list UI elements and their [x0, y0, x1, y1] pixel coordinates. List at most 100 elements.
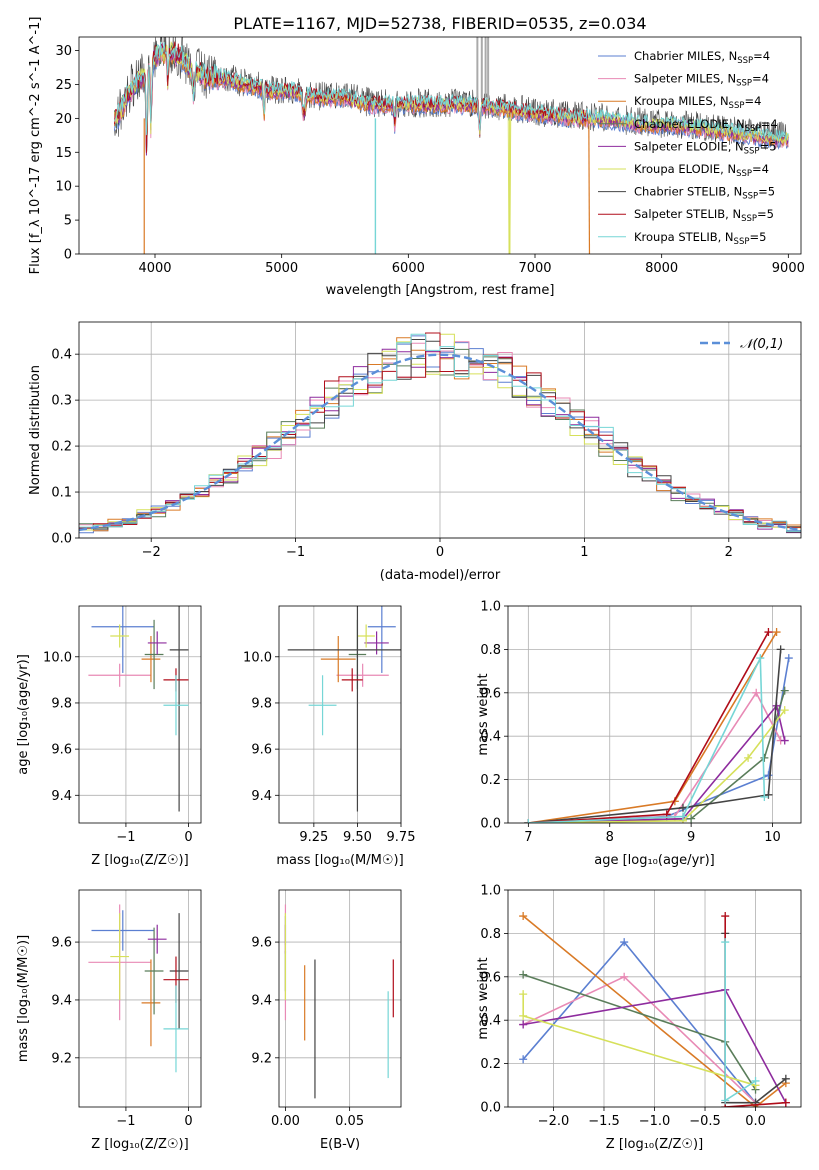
massweight-line-6	[528, 649, 782, 823]
legend-entry: Kroupa STELIB, NSSP=5	[634, 230, 766, 247]
ytick-label: 0.2	[51, 440, 72, 455]
ytick-label: 0.6	[480, 970, 501, 985]
massweight-marker	[764, 790, 773, 799]
xtick-label: 0	[184, 830, 192, 845]
ytick-label: 0.4	[480, 730, 501, 745]
massweight-line-2	[522, 915, 787, 1107]
massweight-marker	[751, 1076, 760, 1085]
massweight-marker	[524, 819, 533, 823]
massweight-line-4	[528, 704, 786, 823]
legend-entry: Chabrier ELODIE, NSSP=4	[634, 117, 778, 134]
residuals-ylabel: Normed distribution	[28, 365, 43, 495]
gaussian-curve	[79, 353, 801, 532]
xlabel-mass-vs-Z: Z [log₁₀(Z/Z☉)]	[91, 1137, 188, 1152]
errorbar-point-8	[308, 675, 337, 736]
massweight-marker	[678, 812, 687, 821]
ytick-label: 0.3	[51, 394, 72, 409]
ytick-label: 0	[64, 248, 72, 263]
axes-massweight-vs-age: 7 8 9 10 0.0 0.2 0.4 0.6 0.8 1.0	[480, 600, 802, 845]
xtick-label: 0.05	[335, 1114, 364, 1129]
ytick-label: 10.0	[43, 650, 72, 665]
ytick-label: 25	[55, 78, 72, 93]
massweight-line-2	[528, 631, 778, 823]
massweight-marker	[519, 990, 528, 999]
ytick-label: 0.4	[480, 1014, 501, 1029]
xtick-label: 8000	[645, 261, 678, 276]
axes-residuals: −2 −1 0 1 2 0.0 0.1 0.2 0.3 0.4	[51, 321, 802, 560]
axes-mass-vs-ebv: 0.00 0.05 9.2 9.4 9.6	[251, 889, 402, 1129]
frame-mass-vs-Z	[78, 889, 202, 1108]
ytick-label: 5	[64, 214, 72, 229]
axes-age-vs-mass: 9.25 9.50 9.75 9.4 9.6 9.8 10.0	[243, 605, 415, 845]
ytick-label: 0.0	[480, 817, 501, 832]
ytick-label: 0.8	[480, 927, 501, 942]
frame-spectrum	[78, 36, 802, 255]
massweight-marker	[764, 628, 773, 637]
ytick-label: 9.8	[251, 696, 272, 711]
ticks-massweight-vs-Z	[504, 889, 756, 1111]
xlabel-age-vs-mass: mass [log₁₀(M/M☉)]	[276, 853, 403, 868]
ytick-label: 10.0	[243, 650, 272, 665]
errorbar-point-5	[110, 624, 130, 648]
ylabel-mass-vs-Z: mass [log₁₀(M/M☉)]	[16, 935, 31, 1062]
errorbar-point-1	[336, 663, 389, 687]
ytick-label: 0.0	[480, 1101, 501, 1116]
errorbar-point-8	[163, 675, 189, 736]
legend-entry: Salpeter MILES, NSSP=4	[634, 72, 769, 89]
spectrum-xlabel: wavelength [Angstrom, rest frame]	[326, 283, 555, 298]
xtick-label: −1.0	[639, 1114, 671, 1129]
xtick-label: −0.5	[689, 1114, 721, 1129]
massweight-marker	[781, 1074, 790, 1083]
ytick-label: 1.0	[480, 600, 501, 615]
massweight-marker	[678, 803, 687, 812]
ytick-label: 9.6	[251, 743, 272, 758]
plot-area-age-vs-mass	[287, 606, 401, 812]
frame-massweight-vs-age	[507, 605, 802, 824]
xtick-label: 7	[524, 830, 532, 845]
massweight-marker	[519, 970, 528, 979]
frame-age-vs-mass	[278, 605, 402, 824]
xlabel-mass-vs-ebv: E(B-V)	[320, 1137, 360, 1152]
errorbar-point-5	[110, 913, 130, 1000]
plot-area-spectrum	[114, 37, 789, 254]
massweight-line-3	[528, 690, 786, 823]
errorbar-point-3	[144, 619, 164, 690]
grid-age-vs-Z	[79, 606, 201, 823]
errorbar-point-0	[91, 606, 155, 673]
xlabel-massweight-vs-age: age [log₁₀(age/yr)]	[594, 853, 715, 868]
massweight-marker	[620, 938, 629, 947]
xtick-label: 8	[606, 830, 614, 845]
axes-age-vs-Z: −1 0 9.4 9.6 9.8 10.0	[43, 605, 202, 845]
ticks-age-vs-Z	[75, 656, 189, 827]
legend-entry: Kroupa MILES, NSSP=4	[634, 94, 761, 111]
xtick-label: −1.5	[588, 1114, 620, 1129]
plot-area-mass-vs-Z	[88, 904, 189, 1073]
ytick-label: 9.2	[251, 1051, 272, 1066]
xtick-label: 5000	[265, 261, 298, 276]
massweight-marker	[760, 753, 769, 762]
massweight-marker	[780, 736, 789, 745]
errorbar-point-8	[163, 985, 189, 1073]
ytick-label: 9.4	[251, 789, 272, 804]
massweight-marker	[744, 753, 753, 762]
ytick-label: 1.0	[480, 884, 501, 899]
legend-entry: Chabrier MILES, NSSP=4	[634, 49, 770, 66]
ytick-label: 20	[55, 112, 72, 127]
massweight-marker	[721, 1096, 730, 1105]
plot-area-age-vs-Z	[88, 606, 189, 812]
xtick-label: −1	[116, 1114, 135, 1129]
ytick-label: 15	[55, 146, 72, 161]
ylabel-age-vs-Z: age [log₁₀(age/yr)]	[16, 654, 31, 775]
plot-area-massweight-vs-age	[524, 628, 793, 823]
axes-spectrum: 4000 5000 6000 7000 8000 9000 0 5 10 15 20 25 30	[55, 36, 805, 276]
ytick-label: 10	[55, 180, 72, 195]
xtick-label: 0	[184, 1114, 192, 1129]
legend-entry: Kroupa ELODIE, NSSP=4	[634, 162, 769, 179]
ytick-label: 9.6	[51, 936, 72, 951]
ylabel-massweight-vs-age: mass weight	[476, 673, 491, 755]
errorbar-point-5	[357, 624, 375, 648]
xtick-label: −1	[286, 545, 305, 560]
ticks-mass-vs-ebv	[275, 941, 351, 1111]
ytick-label: 0.8	[480, 643, 501, 658]
